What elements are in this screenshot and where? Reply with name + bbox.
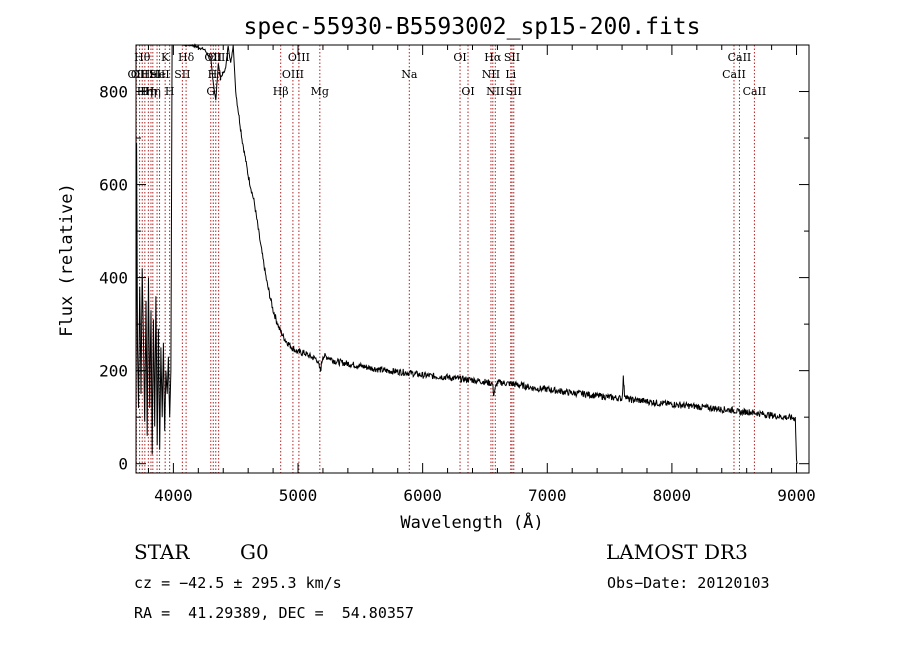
object-class: STAR [134, 540, 190, 564]
line-label-5: HeI [141, 68, 161, 81]
observation-date: Obs−Date: 20120103 [607, 574, 770, 592]
x-axis-ticks: 4000 5000 6000 7000 8000 9000 [147, 45, 816, 505]
line-label-31: CaII [728, 51, 752, 64]
line-label-16: OIII [208, 51, 230, 64]
line-label-6: Hη [145, 85, 161, 98]
line-label-4: Hη [140, 85, 156, 98]
survey-name: LAMOST DR3 [606, 540, 748, 564]
subclass: G0 [240, 540, 269, 564]
y-axis-ticks: 0 200 400 600 800 [99, 44, 809, 474]
line-label-14: OII [204, 51, 222, 64]
line-label-24: NII [482, 68, 500, 81]
line-label-29: SII [506, 85, 522, 98]
y-tick-label-3: 600 [99, 176, 128, 195]
x-tick-label-3: 7000 [528, 486, 567, 505]
flux-series-line [135, 43, 798, 464]
line-label-22: OI [453, 51, 466, 64]
chart-title: spec-55930-B5593002_sp15-200.fits [244, 14, 701, 40]
line-label-25: Hα [484, 51, 502, 64]
line-label-15: Hγ [208, 68, 225, 81]
line-label-30: CaII [722, 68, 746, 81]
x-tick-label-5: 9000 [777, 486, 816, 505]
x-tick-label-2: 6000 [403, 486, 442, 505]
line-label-8: HeI [149, 68, 169, 81]
line-label-17: Hβ [273, 85, 289, 98]
line-label-10: H [165, 85, 175, 98]
y-tick-label-2: 400 [99, 269, 128, 288]
redshift-cz: cz = −42.5 ± 295.3 km/s [134, 574, 342, 592]
line-label-2: Hθ [134, 51, 151, 64]
x-tick-label-0: 4000 [154, 486, 193, 505]
line-label-32: CaII [743, 85, 767, 98]
y-tick-label-0: 0 [118, 455, 128, 474]
line-label-26: NII [486, 85, 504, 98]
line-label-13: G [206, 85, 215, 98]
line-label-7: SII [149, 68, 165, 81]
x-tick-label-4: 8000 [653, 486, 692, 505]
line-label-18: OIII [282, 68, 304, 81]
line-label-28: SII [504, 51, 520, 64]
line-label-1: OII [131, 68, 149, 81]
emission-line-labels: OIIOIIHθHηHηHeIHηSIIHeIKHSIIHδGOIIHγOIII… [128, 51, 767, 98]
line-label-12: Hδ [178, 51, 195, 64]
line-label-11: SII [174, 68, 190, 81]
line-label-19: OIII [288, 51, 310, 64]
line-label-20: Mg [311, 85, 329, 98]
y-tick-label-4: 800 [99, 83, 128, 102]
y-axis-label: Flux (relative) [57, 183, 77, 337]
y-tick-label-1: 200 [99, 362, 128, 381]
line-label-21: Na [401, 68, 418, 81]
line-label-23: OI [461, 85, 474, 98]
emission-line-markers [135, 45, 755, 473]
line-label-27: Li [505, 68, 516, 81]
x-axis-label: Wavelength (Å) [400, 511, 543, 533]
coordinates: RA = 41.29389, DEC = 54.80357 [134, 604, 414, 622]
x-tick-label-1: 5000 [279, 486, 318, 505]
line-label-9: K [161, 51, 170, 64]
